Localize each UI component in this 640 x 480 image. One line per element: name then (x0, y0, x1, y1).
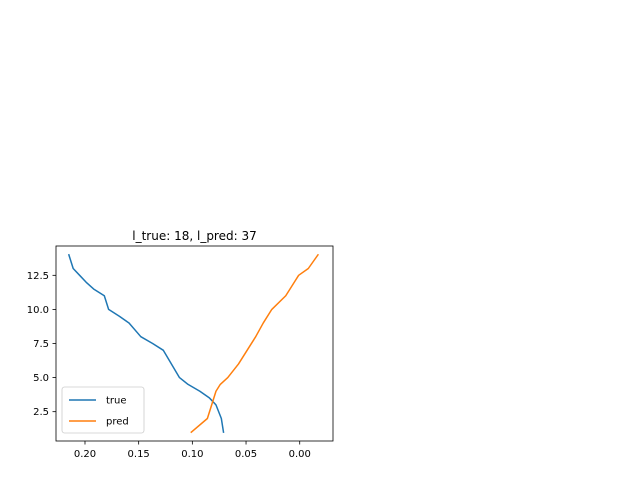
y-tick-label: 10.0 (27, 305, 49, 316)
series-line-true (67, 253, 225, 433)
legend: true pred (61, 386, 145, 434)
y-tick-label: 2.5 (33, 407, 49, 418)
series-line-pred (190, 253, 320, 434)
plot-lines (67, 253, 320, 434)
x-tick-label: 0.20 (74, 449, 96, 460)
x-axis: 0.20 0.15 0.10 0.05 0.00 (74, 441, 311, 460)
legend-label-pred: pred (106, 417, 129, 428)
y-tick-label: 7.5 (33, 339, 49, 350)
y-tick-label: 12.5 (27, 271, 49, 282)
x-tick-label: 0.15 (128, 449, 150, 460)
y-tick-label: 5.0 (33, 373, 49, 384)
chart-title: l_true: 18, l_pred: 37 (132, 229, 256, 243)
y-axis: 2.5 5.0 7.5 10.0 12.5 (27, 271, 56, 418)
x-tick-label: 0.05 (235, 449, 257, 460)
legend-box (61, 386, 145, 434)
legend-label-true: true (106, 396, 127, 407)
x-tick-label: 0.00 (289, 449, 311, 460)
x-tick-label: 0.10 (181, 449, 203, 460)
